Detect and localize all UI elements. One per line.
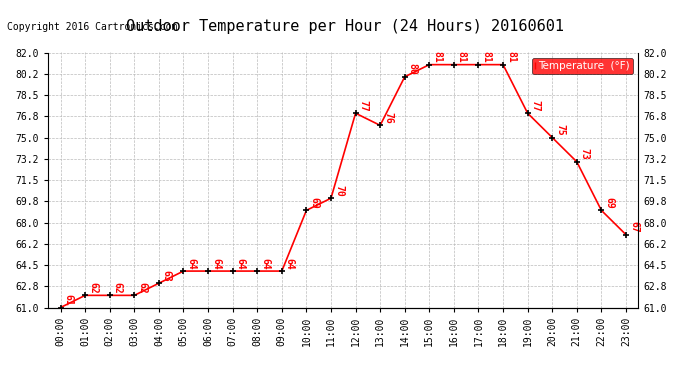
- Text: 77: 77: [531, 100, 540, 111]
- Text: 62: 62: [88, 282, 98, 294]
- Text: 64: 64: [211, 258, 221, 269]
- Legend: Temperature  (°F): Temperature (°F): [532, 58, 633, 74]
- Text: 75: 75: [555, 124, 565, 136]
- Text: 80: 80: [408, 63, 417, 75]
- Text: 77: 77: [359, 100, 368, 111]
- Text: 70: 70: [334, 184, 344, 196]
- Text: 76: 76: [383, 112, 393, 123]
- Text: 81: 81: [432, 51, 442, 63]
- Text: 64: 64: [260, 258, 270, 269]
- Text: 81: 81: [457, 51, 467, 63]
- Text: 64: 64: [235, 258, 246, 269]
- Text: 63: 63: [162, 270, 172, 281]
- Text: 81: 81: [506, 51, 516, 63]
- Text: 61: 61: [63, 294, 74, 306]
- Text: 69: 69: [604, 197, 614, 208]
- Text: 69: 69: [309, 197, 319, 208]
- Text: 67: 67: [629, 221, 639, 233]
- Text: 64: 64: [285, 258, 295, 269]
- Text: 64: 64: [186, 258, 197, 269]
- Text: Copyright 2016 Cartronics.com: Copyright 2016 Cartronics.com: [7, 22, 177, 32]
- Text: 81: 81: [482, 51, 491, 63]
- Text: Outdoor Temperature per Hour (24 Hours) 20160601: Outdoor Temperature per Hour (24 Hours) …: [126, 19, 564, 34]
- Text: 73: 73: [580, 148, 590, 160]
- Text: 62: 62: [112, 282, 123, 294]
- Text: 62: 62: [137, 282, 147, 294]
